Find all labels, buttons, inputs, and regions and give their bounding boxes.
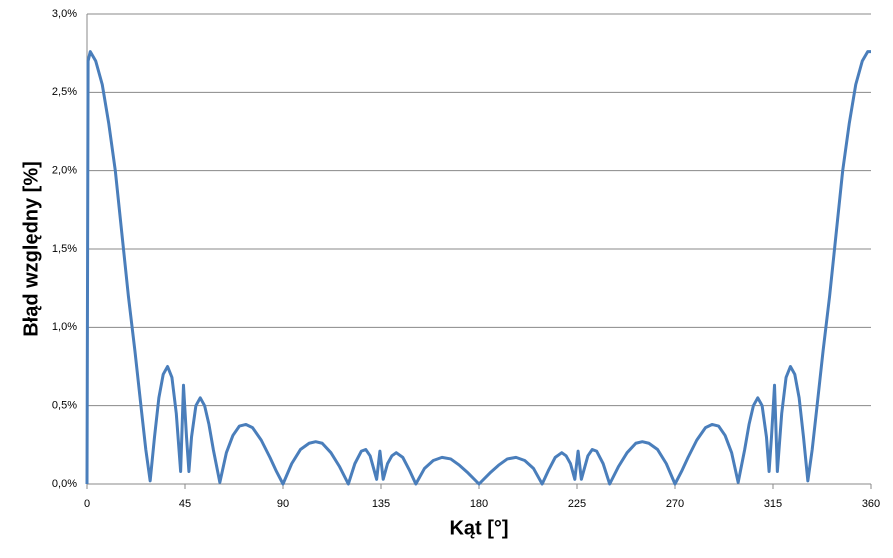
x-tick-label: 45 [179,498,191,510]
y-tick-label: 3,0% [52,8,77,20]
x-tick-label: 180 [470,498,488,510]
x-tick-label: 225 [568,498,586,510]
x-tick-label: 360 [862,498,880,510]
x-tick-label: 135 [372,498,390,510]
y-tick-label: 1,0% [52,321,77,333]
y-tick-label: 0,5% [52,400,77,412]
x-tick-label: 90 [277,498,289,510]
x-tick-label: 270 [666,498,684,510]
y-tick-label: 2,5% [52,86,77,98]
x-tick-label: 0 [84,498,90,510]
x-tick-label: 315 [764,498,782,510]
y-tick-label: 1,5% [52,243,77,255]
y-tick-label: 2,0% [52,165,77,177]
x-axis-label: Kąt [°] [449,517,508,539]
data-line [85,50,871,486]
y-tick-label: 0,0% [52,478,77,490]
y-axis-label: Błąd względny [%] [20,161,42,337]
